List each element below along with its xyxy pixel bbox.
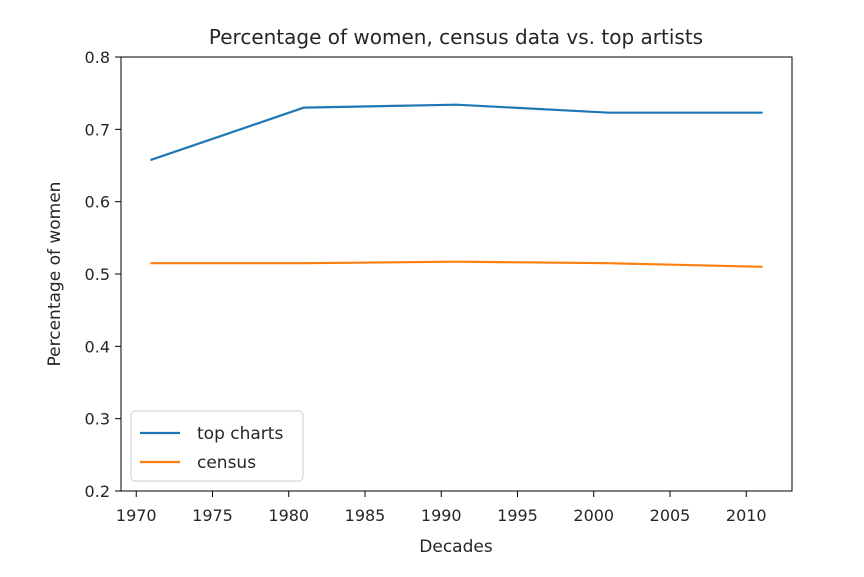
x-axis-label: Decades [419,537,493,557]
legend-label: census [197,453,256,473]
x-tick-label: 1995 [497,506,538,525]
plot-area-frame [120,56,793,492]
y-tick-label: 0.7 [85,120,110,139]
y-tick-label: 0.2 [85,482,110,501]
chart-title: Percentage of women, census data vs. top… [209,25,703,49]
y-tick-label: 0.6 [85,193,110,212]
y-tick-label: 0.8 [85,48,110,67]
legend-box [130,410,304,482]
legend-label: top charts [197,424,283,444]
legend: top charts census [130,410,304,482]
x-tick-label: 2000 [573,506,614,525]
x-tick-label: 1975 [192,506,233,525]
series-line-census [150,260,763,268]
y-tick-label: 0.3 [85,410,110,429]
y-tick-label: 0.5 [85,265,110,284]
x-tick-label: 2010 [726,506,767,525]
y-axis-label: Percentage of women [45,182,65,367]
x-tick-label: 1980 [268,506,309,525]
y-tick-label: 0.4 [85,337,110,356]
x-tick-label: 1990 [421,506,462,525]
series-line-top-charts [150,103,763,162]
x-tick-label: 2005 [650,506,691,525]
x-tick-label: 1985 [345,506,386,525]
x-tick-label: 1970 [116,506,157,525]
